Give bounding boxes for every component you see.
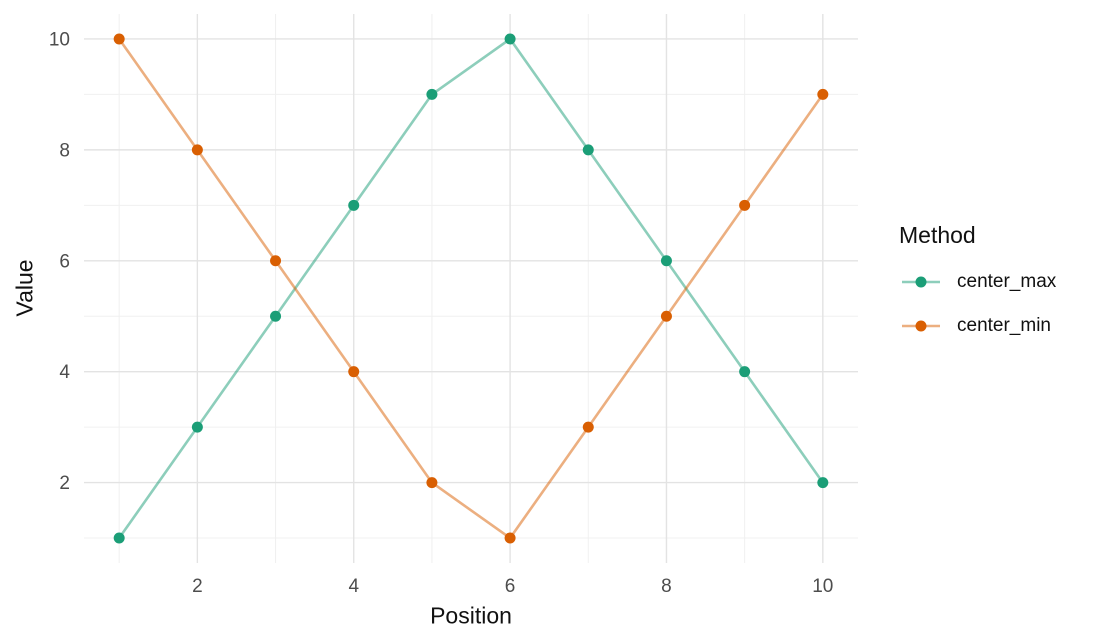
x-tick-label: 8 [661, 576, 672, 597]
legend-title: Method [899, 222, 976, 248]
legend: Method center_max center_min [899, 222, 1056, 338]
x-tick-label: 2 [192, 576, 203, 597]
data-point-center_max [113, 532, 125, 544]
y-tick-label: 10 [49, 29, 70, 50]
y-axis-title: Value [11, 259, 38, 317]
data-point-center_max [426, 88, 438, 100]
data-point-center_max [817, 477, 829, 489]
data-point-center_min [191, 144, 203, 156]
x-tick-label: 4 [348, 576, 359, 597]
legend-item-center_min: center_min [899, 314, 1056, 338]
data-point-center_max [504, 33, 516, 45]
data-point-center_min [817, 88, 829, 100]
data-point-center_max [739, 366, 751, 378]
data-point-center_min [270, 255, 282, 267]
legend-key-icon [902, 320, 940, 332]
data-point-center_max [191, 421, 203, 433]
y-tick-label: 6 [59, 251, 70, 272]
legend-key-icon [902, 276, 940, 288]
legend-label: center_min [957, 315, 1051, 336]
legend-item-center_max: center_max [899, 270, 1056, 294]
data-point-center_min [739, 199, 751, 211]
series-line-center_max [118, 37, 824, 539]
x-tick-label: 10 [812, 576, 833, 597]
data-point-center_max [348, 199, 360, 211]
data-point-center_min [660, 310, 672, 322]
data-point-center_max [582, 144, 594, 156]
legend-entries: center_max center_min [899, 270, 1056, 338]
x-axis-title: Position [430, 602, 512, 629]
data-point-center_max [270, 310, 282, 322]
series-line-center_min [118, 38, 824, 540]
x-tick-label: 6 [505, 576, 516, 597]
data-point-center_min [348, 366, 360, 378]
data-point-center_min [582, 421, 594, 433]
legend-label: center_max [957, 271, 1057, 292]
data-point-center_min [113, 33, 125, 45]
data-point-center_min [504, 532, 516, 544]
data-point-center_min [426, 477, 438, 489]
y-tick-label: 4 [59, 362, 70, 383]
y-tick-label: 8 [59, 140, 70, 161]
data-point-center_max [660, 255, 672, 267]
y-tick-label: 2 [59, 473, 70, 494]
